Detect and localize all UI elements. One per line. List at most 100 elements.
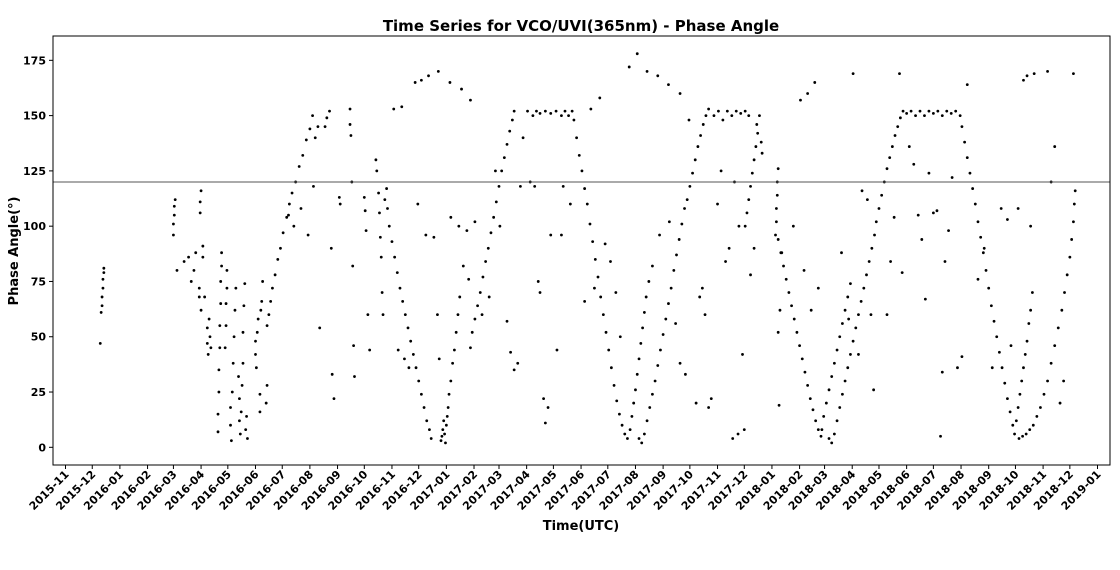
data-point <box>1053 344 1057 347</box>
data-point <box>567 114 570 118</box>
data-point <box>791 224 795 228</box>
data-point <box>685 198 689 202</box>
data-point <box>727 246 731 250</box>
data-point <box>806 92 810 95</box>
data-point <box>721 118 725 122</box>
data-point <box>1006 397 1009 401</box>
data-point <box>822 414 826 418</box>
data-point <box>1060 308 1064 312</box>
data-point <box>265 383 269 387</box>
data-point <box>816 286 820 290</box>
data-point <box>709 397 713 401</box>
data-point <box>1070 238 1074 241</box>
data-point <box>1025 74 1029 78</box>
data-point <box>290 191 294 195</box>
data-point <box>618 412 621 416</box>
data-point <box>923 297 927 301</box>
data-point <box>641 326 645 330</box>
data-point <box>737 224 741 228</box>
data-point <box>1024 432 1028 436</box>
data-point <box>893 134 897 137</box>
data-point <box>776 238 780 241</box>
data-point <box>337 196 341 199</box>
data-point <box>901 109 905 113</box>
data-point <box>256 317 260 321</box>
data-point <box>830 375 834 378</box>
data-point <box>436 313 439 317</box>
data-point <box>1032 72 1036 75</box>
data-point <box>233 308 237 312</box>
data-point <box>898 116 902 120</box>
data-point <box>502 156 506 160</box>
y-tick-label: 100 <box>23 220 46 233</box>
data-point <box>703 313 707 317</box>
data-point <box>779 251 783 255</box>
data-point <box>375 169 379 173</box>
data-point <box>218 324 222 328</box>
data-points <box>98 52 1077 445</box>
data-point <box>593 257 597 261</box>
data-point <box>225 286 229 290</box>
data-point <box>1022 78 1025 82</box>
data-point <box>997 350 1001 354</box>
data-point <box>1003 381 1007 385</box>
data-point <box>927 171 931 175</box>
data-point <box>1056 326 1060 330</box>
data-point <box>743 224 747 228</box>
data-point <box>316 125 320 129</box>
x-axis-label: Time(UTC) <box>543 519 620 534</box>
data-point <box>429 437 433 440</box>
data-point <box>447 392 451 396</box>
data-point <box>874 220 878 224</box>
data-point <box>999 207 1003 210</box>
data-point <box>456 313 460 317</box>
data-point <box>1039 406 1042 409</box>
data-point <box>647 280 651 283</box>
data-point <box>724 260 727 263</box>
data-point <box>258 392 262 396</box>
data-point <box>484 260 488 263</box>
data-point <box>536 280 540 283</box>
data-point <box>651 392 654 396</box>
data-point <box>1062 379 1066 383</box>
data-point <box>820 428 824 432</box>
data-point <box>760 151 764 155</box>
y-tick-label: 0 <box>38 441 46 454</box>
data-point <box>1021 434 1024 438</box>
data-point <box>531 114 535 118</box>
data-point <box>338 202 342 206</box>
data-point <box>199 189 203 193</box>
data-point <box>348 123 352 126</box>
data-point <box>1046 69 1049 73</box>
data-point <box>854 326 858 330</box>
data-point <box>775 193 779 197</box>
data-point <box>976 220 980 224</box>
data-point <box>693 158 697 162</box>
y-tick-label: 150 <box>23 110 46 123</box>
data-point <box>285 215 289 219</box>
data-point <box>100 295 104 299</box>
data-point <box>971 187 975 190</box>
data-point <box>940 370 944 374</box>
data-point <box>943 260 947 263</box>
data-point <box>229 406 232 409</box>
data-point <box>920 238 924 241</box>
data-point <box>239 410 243 414</box>
data-point <box>494 169 497 173</box>
data-point <box>542 397 545 401</box>
data-point <box>220 264 223 268</box>
data-point <box>936 109 940 113</box>
data-point <box>201 244 205 248</box>
data-point <box>419 78 423 82</box>
data-point <box>454 330 458 334</box>
data-point <box>700 286 704 290</box>
data-point <box>795 330 799 334</box>
data-point <box>460 87 463 91</box>
data-point <box>752 158 756 162</box>
data-point <box>378 211 381 215</box>
data-point <box>687 118 691 122</box>
data-point <box>469 346 472 350</box>
data-point <box>982 246 986 250</box>
y-axis-ticks: 0 25 50 75 100 125 150 175 <box>23 54 53 454</box>
data-point <box>973 202 977 206</box>
